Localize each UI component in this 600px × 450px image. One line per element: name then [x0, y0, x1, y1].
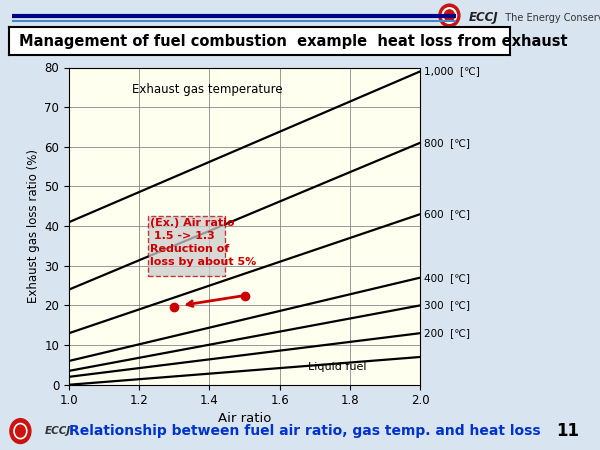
X-axis label: Air ratio: Air ratio [218, 412, 271, 425]
Text: Exhaust gas temperature: Exhaust gas temperature [132, 83, 283, 96]
Text: 800  [℃]: 800 [℃] [424, 138, 470, 148]
Text: Management of fuel combustion  example  heat loss from exhaust: Management of fuel combustion example he… [19, 34, 568, 49]
Text: Relationship between fuel air ratio, gas temp. and heat loss: Relationship between fuel air ratio, gas… [69, 424, 541, 438]
Text: 1,000  [℃]: 1,000 [℃] [424, 67, 479, 76]
Text: ECCJ: ECCJ [469, 12, 499, 24]
Text: 400  [℃]: 400 [℃] [424, 273, 470, 283]
Circle shape [10, 418, 31, 444]
Text: ECCJ: ECCJ [45, 426, 71, 436]
Text: Liquid fuel: Liquid fuel [308, 362, 366, 372]
Text: (Ex.) Air ratio
 1.5 -> 1.3
Reduction of
loss by about 5%: (Ex.) Air ratio 1.5 -> 1.3 Reduction of … [150, 218, 256, 266]
Text: 200  [℃]: 200 [℃] [424, 328, 470, 338]
Text: 600  [℃]: 600 [℃] [424, 209, 470, 219]
Text: The Energy Conservation Center Japan: The Energy Conservation Center Japan [499, 13, 600, 23]
Bar [148, 216, 225, 276]
Circle shape [439, 4, 460, 27]
Y-axis label: Exhaust gas loss ratio (%): Exhaust gas loss ratio (%) [27, 149, 40, 303]
Text: 300  [℃]: 300 [℃] [424, 301, 470, 310]
Text: 11: 11 [556, 422, 579, 440]
